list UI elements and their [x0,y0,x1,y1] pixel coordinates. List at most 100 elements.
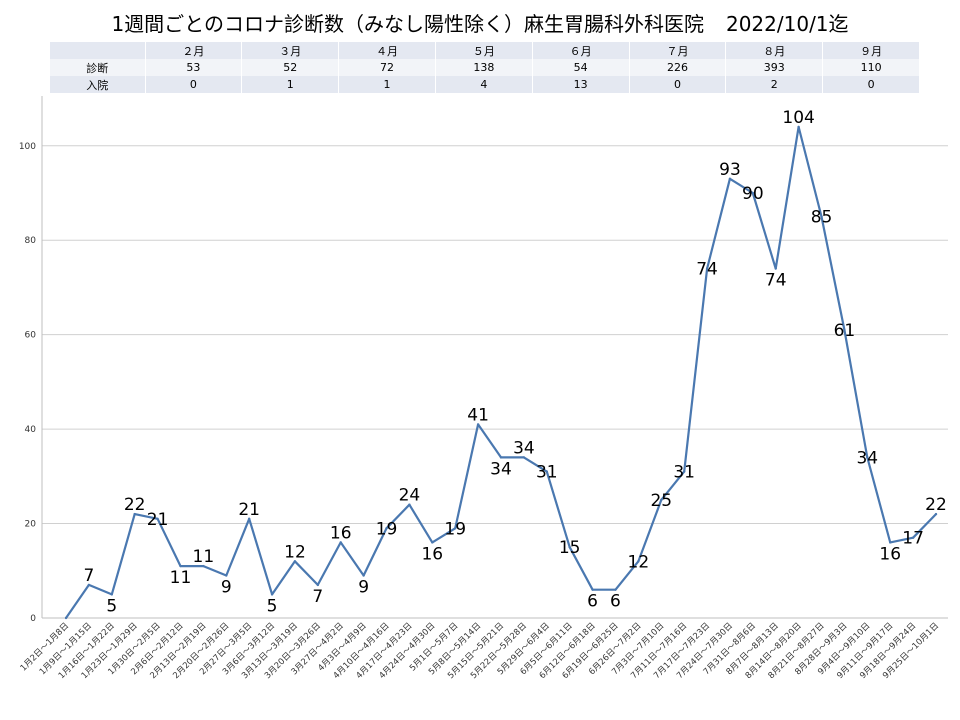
data-point [64,616,68,620]
data-label: 41 [467,405,489,425]
month-header: ４月 [338,42,436,59]
data-point [774,267,777,270]
data-label: 74 [696,260,718,280]
data-point [225,574,228,577]
data-point [866,456,869,459]
table-cell: 54 [532,59,630,76]
data-label: 16 [330,523,352,543]
data-point [110,593,113,596]
data-point [316,583,320,587]
month-header: ６月 [532,42,630,59]
table-cell: 2 [725,76,824,93]
data-label: 7 [83,566,94,586]
table-cell: 226 [629,59,727,76]
table-cell: 13 [532,76,630,93]
data-point [545,470,548,473]
month-header: ３月 [241,42,340,59]
data-point [843,328,846,332]
table-cell: 138 [435,59,533,76]
data-label: 24 [399,486,421,506]
chart-title-date: 2022/10/1迄 [725,12,849,36]
data-point [247,517,251,521]
data-label: 5 [267,596,278,616]
data-point [751,191,755,195]
data-label: 22 [925,495,947,515]
data-label: 9 [221,578,232,598]
table-cell: 72 [338,59,436,76]
data-label: 31 [536,463,558,483]
data-label: 9 [358,578,369,598]
data-label: 15 [559,538,581,558]
table-cell: 1 [338,76,436,93]
table-corner-cell [50,42,146,59]
data-label: 25 [650,491,672,511]
data-label: 93 [719,160,741,180]
data-label: 12 [284,542,306,562]
month-header: ８月 [725,42,824,59]
table-cell: 393 [725,59,824,76]
data-point [156,517,159,521]
table-cell: 110 [822,59,920,76]
y-tick-label: 20 [25,520,37,530]
data-point [660,498,663,502]
table-cell: 53 [145,59,243,76]
series-line-path [65,125,937,619]
data-label: 7 [312,587,323,607]
table-cell: 0 [145,76,243,93]
data-point [270,593,274,596]
data-label: 34 [490,459,512,479]
data-point [431,541,434,544]
data-point [476,423,480,426]
data-point [797,125,800,129]
data-label: 74 [765,271,787,291]
data-label: 6 [587,592,598,612]
axes: 0 20 40 60 80 100 [19,96,948,624]
y-tick-label: 60 [25,331,37,341]
table-header-row: ２月 ３月 ４月 ５月 ６月 ７月 ８月 ９月 [50,42,920,59]
data-point [133,512,136,516]
chart-title: 1週間ごとのコロナ診断数（みなし陽性除く）麻生胃腸科外科医院 2022/10/1迄 [0,8,960,37]
y-tick-label: 0 [30,614,36,624]
y-tick-label: 100 [19,142,36,152]
data-label: 16 [421,544,443,564]
chart-title-main: 1週間ごとのコロナ診断数（みなし陽性除く）麻生胃腸科外科医院 [111,12,704,36]
data-point [591,588,594,591]
grid-lines [42,145,948,525]
data-label: 5 [106,596,117,616]
data-label: 90 [742,184,764,204]
table-cell: 52 [241,59,340,76]
data-label: 16 [879,544,901,564]
data-label: 104 [782,108,814,128]
table-cell: 1 [241,76,340,93]
data-point [911,536,915,539]
data-point [385,527,388,530]
data-label: 34 [856,448,878,468]
table-cell: 0 [822,76,920,93]
data-label: 6 [610,592,621,612]
data-point [728,177,732,181]
data-point [179,564,182,568]
data-point [934,512,938,516]
data-point [408,503,411,506]
data-label: 17 [902,529,924,549]
data-point [705,267,709,270]
data-label: 19 [376,519,398,539]
data-point [362,574,365,577]
row-label: 入院 [50,76,146,93]
data-label: 21 [147,510,169,530]
data-point [454,527,457,530]
data-label: 21 [238,500,260,520]
data-point [682,470,686,473]
series-line [64,125,938,620]
table-row-diagnosis: 診断 53 52 72 138 54 226 393 110 [50,59,920,76]
data-label: 34 [513,438,535,458]
y-tick-label: 80 [25,236,37,246]
data-point [339,541,342,544]
monthly-summary-table: ２月 ３月 ４月 ５月 ６月 ７月 ８月 ９月 診断 53 52 72 138 … [50,42,920,93]
table-cell: 4 [435,76,533,93]
row-label: 診断 [50,59,146,76]
data-label: 31 [673,463,695,483]
data-point [889,541,892,544]
